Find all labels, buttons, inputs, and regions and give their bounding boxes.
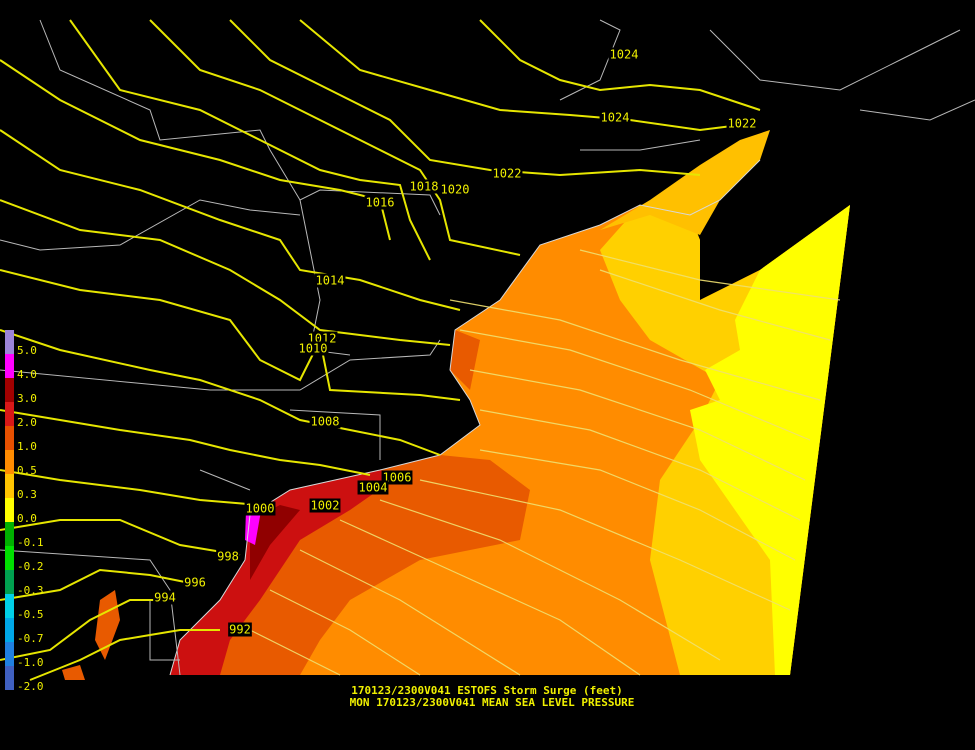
isobar-label-bg [228,622,252,637]
legend-swatch [5,378,14,402]
isobar-label: 1024 [610,48,639,62]
legend-label: -0.2 [17,560,44,573]
isobar-label-bg [244,501,276,516]
legend-swatch [5,474,14,498]
legend-swatch [5,354,14,378]
legend-label: 1.0 [17,440,37,453]
isobar-label-bg [491,166,523,181]
isobar-label-bg [216,549,240,564]
ocean-red [170,470,400,675]
isobar-label-bg [357,480,389,495]
isobar-label-bg [309,498,341,513]
legend-swatch [5,642,14,666]
legend-swatch [5,402,14,426]
legend-label: -0.1 [17,536,44,549]
legend-label: 5.0 [17,344,37,357]
isobar-label: 1002 [311,499,340,513]
isobar-label-bg [314,273,346,288]
gulf-maine-orange [450,330,480,390]
legend-label: 0.5 [17,464,37,477]
isobar-label-bg [408,179,440,194]
isobar-label-bg [599,110,631,125]
isobar-label: 1010 [299,342,328,356]
legend-label: -0.7 [17,632,44,645]
legend-label: -1.0 [17,656,44,669]
isobars [0,19,761,681]
isobar-label: 1022 [728,117,757,131]
isobar-label: 1006 [383,471,412,485]
isobar-label-bg [153,590,177,605]
isobar-label: 1004 [359,481,388,495]
bay-south [62,665,85,680]
isobar-label: 1022 [493,167,522,181]
isobar-label-bg [381,470,413,485]
isobar-label: 1020 [441,183,470,197]
isobar-label-bg [726,116,758,131]
legend-swatch [5,330,14,354]
nova-scotia [700,160,820,300]
caption-line2: MON 170123/2300V041 MEAN SEA LEVEL PRESS… [350,696,635,709]
isobar-label: 1000 [246,502,275,516]
legend-swatch [5,522,14,546]
legend: 5.0 4.0 3.0 2.0 1.0 0.5 0.3 0.0 -0.1 -0.2 -0.3 -0.5… [5,330,44,693]
isobar-label-bg [439,182,471,197]
ocean-yellow [690,205,850,675]
legend-swatch [5,570,14,594]
isobar-label-bg [183,575,207,590]
legend-swatch [5,426,14,450]
isobar-label: 1008 [311,415,340,429]
isobar-label-bg [309,414,341,429]
isobar-label: 994 [154,591,176,605]
legend-label: -2.0 [17,680,44,693]
fundy [600,130,770,235]
isobar-label-bg [297,341,329,356]
legend-label: 3.0 [17,392,37,405]
legend-swatch [5,666,14,690]
legend-swatch [5,546,14,570]
isobar-label: 1024 [601,111,630,125]
isobar-label: 998 [217,550,239,564]
legend-label: -0.5 [17,608,44,621]
isobar-label-bg [364,195,396,210]
isobar-label: 996 [184,576,206,590]
isobar-label-bg [608,47,640,62]
legend-swatch [5,498,14,522]
surge-field [62,130,850,680]
legend-swatch [5,594,14,618]
legend-label: 2.0 [17,416,37,429]
isobar-label: 1016 [366,196,395,210]
legend-label: -0.3 [17,584,44,597]
legend-label: 0.3 [17,488,37,501]
legend-swatch [5,618,14,642]
isobars-sea [249,249,841,676]
legend-swatch [5,450,14,474]
isobar-label: 1014 [316,274,345,288]
isobar-label: 992 [229,623,251,637]
isobar-label: 1018 [410,180,439,194]
borders [0,19,975,676]
legend-label: 0.0 [17,512,37,525]
legend-label: 4.0 [17,368,37,381]
caption-line1: 170123/2300V041 ESTOFS Storm Surge (feet… [351,684,623,697]
ocean-darkred [250,505,300,580]
